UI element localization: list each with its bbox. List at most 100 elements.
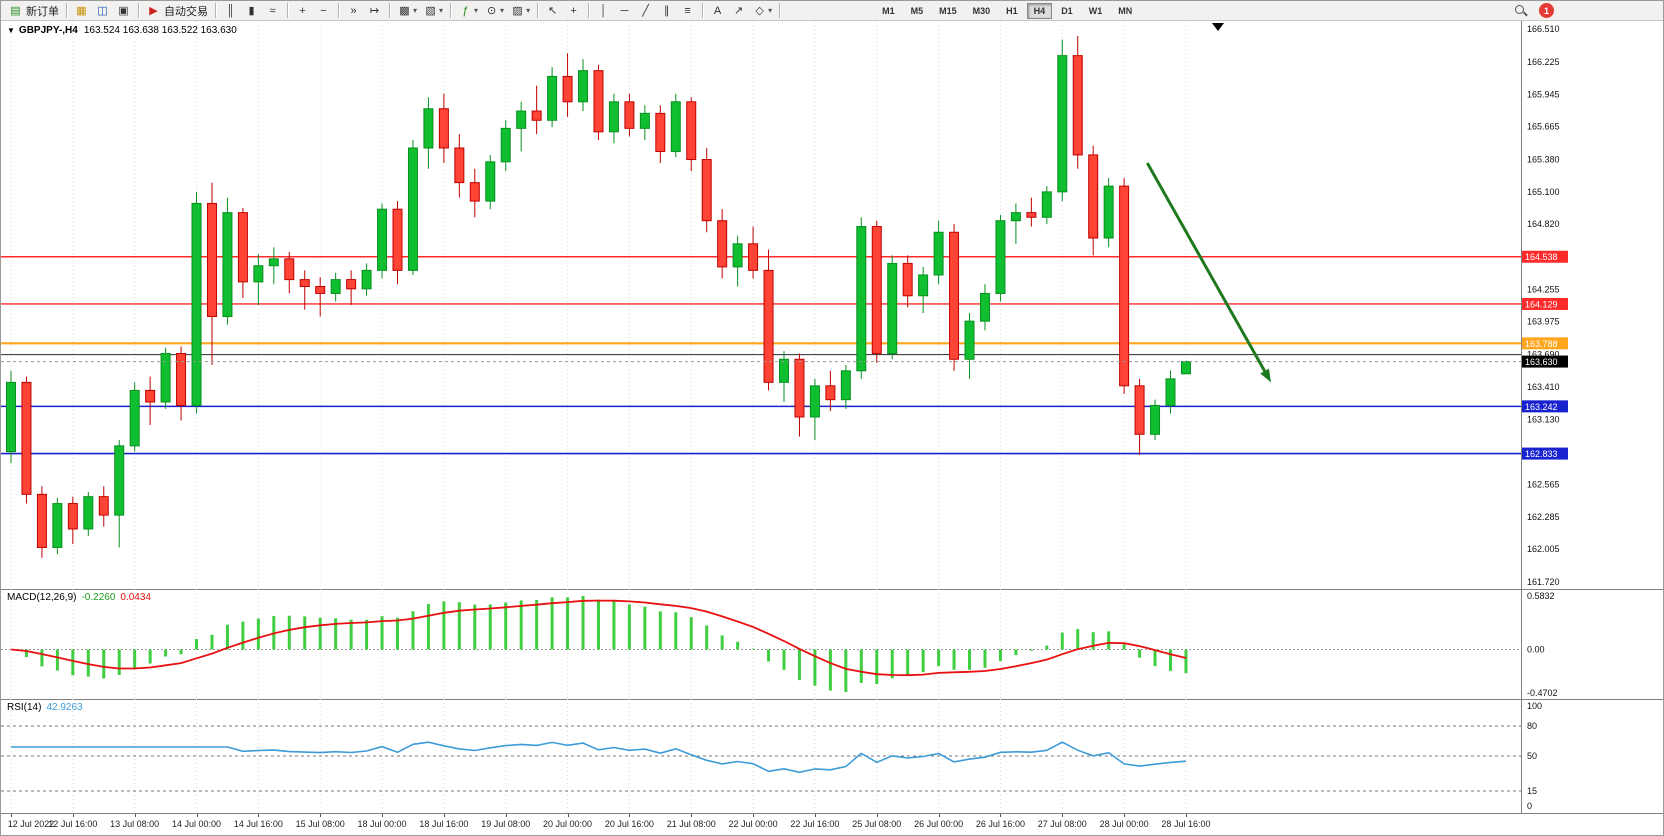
rsi-axis-label: 100 (1527, 701, 1542, 711)
time-label: 20 Jul 16:00 (604, 819, 654, 829)
candle (670, 101, 681, 152)
horizontal-line-button[interactable]: ─ (614, 2, 635, 20)
channel-button[interactable]: ∥ (656, 2, 677, 20)
rsi-panel[interactable]: 100 80 50 15 0 (1, 699, 1664, 813)
chart-shift-icon: ↦ (369, 4, 380, 17)
candle (1041, 191, 1052, 218)
fibonacci-button[interactable]: ≡ (677, 2, 698, 20)
candle (871, 225, 882, 354)
rsi-label: RSI(14) (7, 702, 42, 713)
chart-shift-marker[interactable] (1212, 23, 1224, 31)
candle (763, 269, 774, 383)
candle (856, 225, 867, 372)
vertical-line-icon: │ (600, 4, 608, 17)
timeframe-m5[interactable]: M5 (904, 3, 931, 19)
time-label: 21 Jul 08:00 (666, 819, 716, 829)
candle (639, 112, 650, 129)
channel-icon: ∥ (663, 4, 670, 17)
timeframe-m1[interactable]: M1 (875, 3, 902, 19)
time-label: 13 Jul 08:00 (110, 819, 160, 829)
crosshair-icon: + (570, 4, 577, 17)
time-tick (567, 814, 569, 817)
new-order-button[interactable]: ▤ 新订单 (5, 2, 62, 20)
templates-button[interactable]: ▨ ▾ (507, 2, 533, 20)
new-chart-button[interactable]: ▩ ▾ (394, 2, 420, 20)
candles-chart-button[interactable]: ▮ (241, 2, 262, 20)
candle (67, 503, 78, 530)
toolbar-separator (287, 3, 288, 18)
shapes-button[interactable]: ◇ ▾ (749, 2, 775, 20)
market-watch-button[interactable]: ▦ (71, 2, 92, 20)
time-label: 28 Jul 16:00 (1161, 819, 1211, 829)
text-tool-button[interactable]: A (707, 2, 728, 20)
navigator-button[interactable]: ◫ (92, 2, 113, 20)
toolbar-separator (702, 3, 704, 18)
chevron-down-icon[interactable]: ▼ (7, 26, 15, 35)
price-tick-label: 165.380 (1527, 155, 1560, 165)
chart-title-symbol: GBPJPY-,H4 (18, 25, 78, 36)
candle (485, 161, 496, 202)
chart-shift-button[interactable]: ↦ (364, 2, 385, 20)
auto-scroll-button[interactable]: » (343, 2, 364, 20)
search-icon[interactable] (1515, 5, 1528, 17)
candle (160, 352, 171, 403)
rsi-panel-label: RSI(14) 42.9263 (7, 702, 83, 713)
bars-chart-button[interactable]: ║ (220, 2, 241, 20)
macd-panel[interactable]: 0.5832 0.00 -0.4702 (1, 589, 1664, 699)
candle (83, 496, 94, 530)
price-tick-label: 162.005 (1527, 544, 1560, 554)
zoom-in-button[interactable]: + (292, 2, 313, 20)
terminal-button[interactable]: ▣ (113, 2, 134, 20)
timeframe-h1[interactable]: H1 (999, 3, 1025, 19)
notification-badge[interactable]: 1 (1539, 3, 1554, 18)
toolbar-separator (215, 3, 216, 18)
periods-button[interactable]: ⊙ ▾ (481, 2, 507, 20)
candle (222, 212, 233, 318)
toolbar-separator (588, 3, 590, 18)
candle (794, 358, 805, 418)
text-icon: A (713, 4, 722, 17)
line-chart-button[interactable]: ≈ (262, 2, 283, 20)
candle (593, 70, 604, 133)
toolbar-separator (66, 3, 67, 18)
auto-trading-button[interactable]: ▶ 自动交易 (143, 2, 211, 20)
timeframe-w1[interactable]: W1 (1082, 3, 1110, 19)
price-tick-label: 162.285 (1527, 512, 1560, 522)
cursor-icon: ↖ (547, 4, 558, 17)
price-chart[interactable]: 166.510 166.225 165.945 165.665 165.380 165.1… (1, 21, 1664, 589)
candle (902, 262, 913, 297)
timeframe-mn[interactable]: MN (1111, 3, 1139, 19)
time-label: 22 Jul 00:00 (728, 819, 778, 829)
chevron-down-icon: ▾ (474, 6, 479, 15)
crosshair-button[interactable]: + (563, 2, 584, 20)
time-axis[interactable]: 12 Jul 2022 12 Jul 16:00 13 Jul 08:00 14 Ju… (1, 813, 1663, 835)
macd-panel-label: MACD(12,26,9) -0.2260 0.0434 (7, 592, 151, 603)
timeframe-d1[interactable]: D1 (1054, 3, 1080, 19)
indicators-icon: ƒ (462, 4, 469, 17)
profiles-button[interactable]: ▧ ▾ (420, 2, 446, 20)
indicators-button[interactable]: ƒ ▾ (455, 2, 481, 20)
time-label: 12 Jul 16:00 (48, 819, 98, 829)
new-chart-icon: ▩ (399, 4, 410, 17)
time-tick (72, 814, 74, 817)
timeframe-m30[interactable]: M30 (966, 3, 998, 19)
cursor-button[interactable]: ↖ (542, 2, 563, 20)
zoom-out-button[interactable]: − (313, 2, 334, 20)
vertical-line-button[interactable]: │ (593, 2, 614, 20)
price-tick-label: 162.565 (1527, 480, 1560, 490)
trendline-button[interactable]: ╱ (635, 2, 656, 20)
price-tick-label: 163.130 (1527, 414, 1560, 424)
timeframe-m15[interactable]: M15 (932, 3, 964, 19)
terminal-icon: ▣ (118, 4, 129, 17)
macd-main-value: -0.2260 (81, 592, 116, 603)
candle (129, 389, 140, 447)
toolbar-separator (450, 3, 452, 18)
timeframe-h4[interactable]: H4 (1026, 2, 1053, 19)
price-badge-label: 163.788 (1525, 339, 1558, 349)
candle (995, 220, 1006, 294)
arrows-tool-button[interactable]: ↗ (728, 2, 749, 20)
time-label: 14 Jul 16:00 (233, 819, 283, 829)
candle (500, 127, 511, 163)
trend-arrow[interactable] (1146, 162, 1268, 375)
candle (732, 243, 743, 268)
